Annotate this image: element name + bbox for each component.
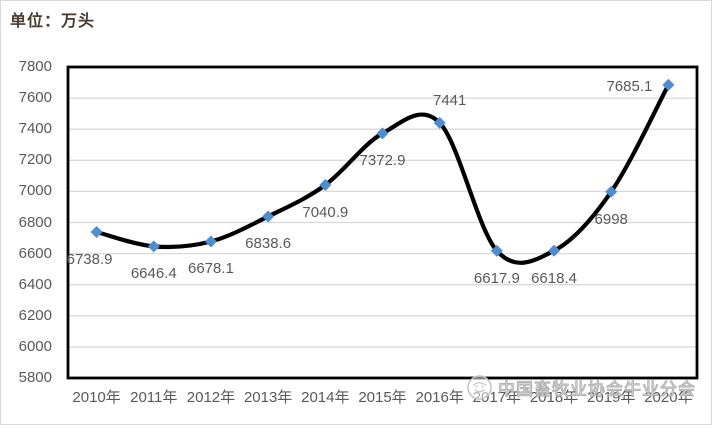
series-line: [94, 82, 671, 265]
y-axis-label: 6000: [18, 337, 52, 355]
data-label: 6738.9: [66, 251, 113, 268]
x-axis-label: 2019年: [587, 389, 636, 406]
y-axis-label: 7600: [18, 89, 52, 107]
x-axis-label: 2016年: [415, 389, 464, 406]
data-point-marker: [262, 210, 275, 223]
x-axis-label: 2015年: [358, 389, 407, 406]
data-label: 7441: [432, 91, 467, 109]
unit-caption: 单位：万头: [10, 13, 96, 30]
x-axis-label: 2020年: [644, 389, 693, 406]
data-point-marker: [147, 240, 160, 253]
y-axis-label: 6200: [18, 306, 52, 324]
y-axis-label: 7000: [18, 182, 52, 200]
data-label: 7040.9: [302, 204, 349, 222]
data-label: 7372.9: [359, 152, 406, 170]
data-point-marker: [204, 235, 217, 248]
data-label: 6618.4: [531, 269, 577, 287]
data-point-marker: [319, 179, 332, 192]
x-axis-label: 2013年: [243, 389, 293, 406]
x-axis-label: 2011年: [130, 389, 178, 406]
data-point-marker: [490, 244, 503, 257]
x-axis-label: 2010年: [72, 389, 121, 406]
plot-border: [66, 65, 699, 380]
data-label: 6646.4: [130, 265, 177, 283]
y-axis-label: 5800: [18, 369, 52, 386]
data-label: 6678.1: [188, 260, 234, 278]
x-axis-label: 2017年: [472, 389, 522, 406]
y-axis-label: 7200: [18, 151, 52, 169]
data-label: 6617.9: [473, 269, 520, 287]
data-point-marker: [548, 244, 561, 257]
y-axis-label: 7800: [18, 58, 52, 75]
x-axis-label: 2014年: [301, 389, 350, 406]
data-point-marker: [662, 78, 675, 91]
data-point-marker: [90, 226, 103, 239]
x-axis-label: 2012年: [186, 389, 236, 406]
data-point-marker: [605, 185, 618, 198]
data-label: 6998: [594, 210, 628, 228]
y-axis-label: 6400: [18, 275, 52, 293]
y-axis-label: 7400: [18, 120, 52, 138]
data-label: 7685.1: [606, 77, 653, 95]
data-label: 6838.6: [245, 235, 292, 253]
x-axis-label: 2018年: [529, 389, 579, 406]
data-point-marker: [376, 127, 389, 140]
data-point-marker: [433, 116, 446, 129]
y-axis-label: 6600: [18, 244, 52, 262]
y-axis-label: 6800: [18, 213, 52, 231]
